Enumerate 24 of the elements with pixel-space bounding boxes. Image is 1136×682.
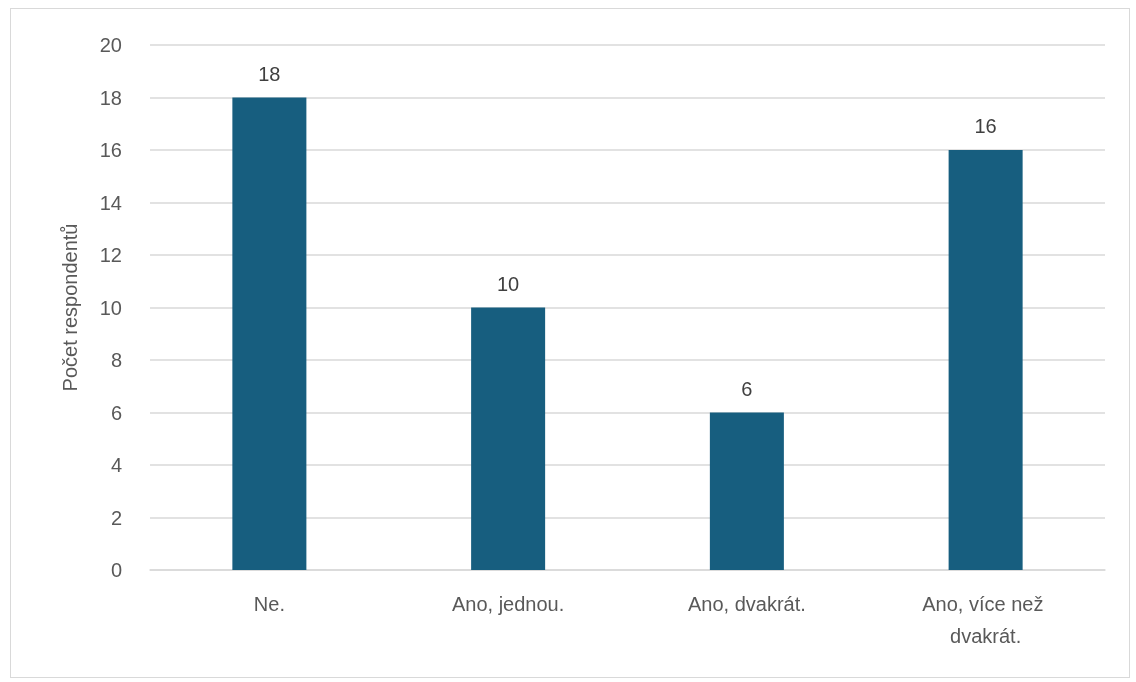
y-tick-label: 10	[99, 296, 122, 319]
bar	[709, 412, 784, 570]
bar	[948, 150, 1023, 570]
y-tick-label: 14	[99, 191, 122, 214]
y-tick-label: 12	[99, 244, 122, 266]
x-tick-label: Ano, jednou.	[451, 593, 565, 615]
data-label: 10	[497, 272, 520, 295]
bar	[471, 307, 546, 570]
y-axis-title: Počet respondentů	[59, 223, 81, 392]
data-label: 16	[974, 115, 997, 137]
y-tick-label: 16	[99, 139, 122, 161]
y-tick-label: 4	[110, 454, 122, 476]
y-tick-label: 18	[99, 86, 122, 109]
data-label: 6	[741, 377, 753, 400]
y-tick-label: 0	[110, 559, 122, 581]
x-tick-label: Ano, dvakrát.	[687, 593, 806, 615]
y-tick-label: 8	[110, 349, 122, 371]
bar	[232, 97, 307, 570]
data-label: 18	[258, 62, 281, 85]
x-tick-label: Ano, více než dvakrát.	[922, 593, 1049, 647]
x-tick-label: Ne.	[253, 593, 285, 615]
y-tick-label: 20	[99, 34, 122, 56]
y-tick-label: 2	[110, 506, 122, 529]
y-tick-label: 6	[110, 401, 122, 424]
